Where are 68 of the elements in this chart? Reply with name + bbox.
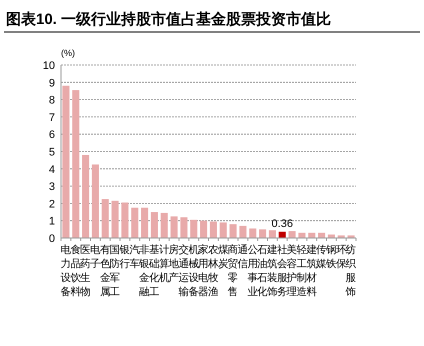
x-tick-label: 纺织服饰	[344, 243, 357, 298]
x-tick-label: 电力设备	[60, 243, 72, 298]
x-tick-label: 计算机	[158, 243, 170, 284]
y-tick-label: 0	[48, 233, 55, 245]
x-tick-label: 轻工制造	[296, 244, 308, 298]
x-tick-label: 交通运输	[178, 243, 190, 298]
bar	[112, 200, 119, 238]
bar	[210, 222, 217, 238]
x-tick-label: 非银金融	[138, 243, 150, 298]
x-tick-label: 钢铁	[324, 244, 337, 270]
x-tick-label: 有色金属	[100, 244, 111, 298]
bar	[278, 232, 286, 238]
x-tick-label: 国防军工	[110, 244, 121, 298]
y-tick-label: 2	[48, 198, 55, 210]
bar	[259, 229, 266, 238]
bar	[180, 217, 188, 238]
x-tick-label: 汽车	[129, 244, 140, 270]
y-tick-label: 1	[48, 216, 55, 228]
x-tick-label: 美容护理	[286, 243, 298, 298]
y-tick-label: 9	[48, 77, 55, 90]
x-tick-label: 社会服务	[276, 243, 288, 298]
y-axis-title: (%)	[61, 48, 75, 58]
x-tick-label: 银行	[118, 244, 130, 270]
bar	[62, 86, 70, 238]
bar	[150, 212, 158, 238]
x-tick-label: 医药生物	[80, 244, 92, 298]
y-tick-label: 8	[48, 94, 55, 107]
bar	[121, 202, 128, 238]
x-tick-label: 家用电器	[198, 243, 210, 298]
bar	[268, 230, 276, 238]
bar	[249, 228, 256, 238]
bar	[190, 220, 198, 238]
bar	[288, 231, 296, 238]
y-tick-label: 10	[42, 60, 55, 72]
bar	[131, 208, 138, 238]
x-tick-label: 传媒	[316, 244, 328, 270]
y-tick-label: 5	[48, 146, 55, 158]
bar	[160, 212, 168, 238]
bar	[102, 199, 109, 238]
x-tick-label: 环保	[336, 244, 347, 270]
bar	[308, 232, 316, 238]
x-tick-label: 建筑材料	[305, 243, 318, 298]
data-label: 0.36	[272, 218, 293, 230]
bar	[200, 220, 208, 238]
bar	[72, 90, 80, 238]
x-tick-label: 农林牧渔	[206, 244, 219, 298]
y-tick-label: 3	[48, 181, 55, 194]
bar	[230, 224, 237, 238]
bar	[220, 222, 227, 238]
x-tick-label: 房地产	[168, 243, 180, 284]
x-tick-label: 煤炭	[218, 244, 229, 270]
x-tick-label: 石油石化	[257, 244, 268, 298]
bar	[92, 164, 99, 238]
bar	[141, 208, 148, 238]
x-tick-label: 建筑装饰	[266, 243, 278, 298]
bar	[239, 226, 246, 238]
x-tick-label: 电子	[90, 243, 101, 270]
x-tick-label: 商贸零售	[228, 243, 239, 298]
chart-title: 图表10. 一级行业持股市值占基金股票投资市值比	[6, 10, 332, 28]
y-tick-label: 6	[48, 129, 55, 142]
x-tick-label: 通信	[237, 243, 248, 270]
bar	[82, 154, 90, 238]
x-tick-label: 机械设备	[188, 244, 200, 298]
x-tick-label: 公用事业	[247, 244, 258, 298]
bar	[170, 216, 178, 238]
x-tick-label: 食品饮料	[69, 244, 82, 298]
y-tick-label: 4	[48, 164, 55, 176]
y-tick-label: 7	[48, 112, 55, 124]
